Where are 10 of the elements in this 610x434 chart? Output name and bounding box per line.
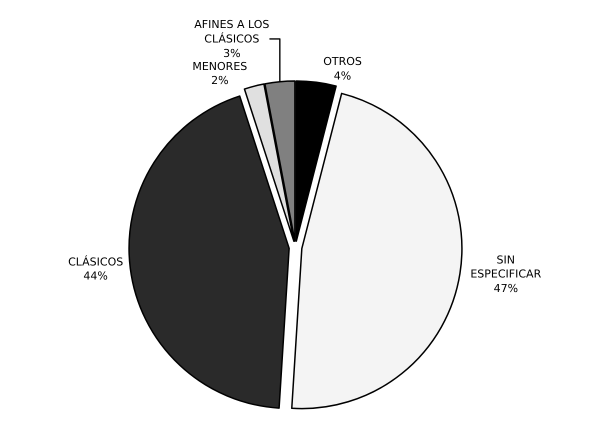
data-label: 47% — [494, 282, 518, 295]
slice-label: MENORES — [192, 60, 248, 73]
data-label: 2% — [211, 74, 229, 88]
slice-label: SIN ESPECIFICAR — [470, 253, 542, 281]
data-label: 44% — [83, 270, 108, 283]
slice-label: CLÁSICOS — [68, 254, 124, 268]
slice-label: AFINES A LOS CLÁSICOS — [194, 18, 270, 46]
data-label: 3% — [223, 46, 241, 60]
slice-label: OTROS — [323, 55, 362, 68]
data-label: 4% — [334, 70, 352, 83]
